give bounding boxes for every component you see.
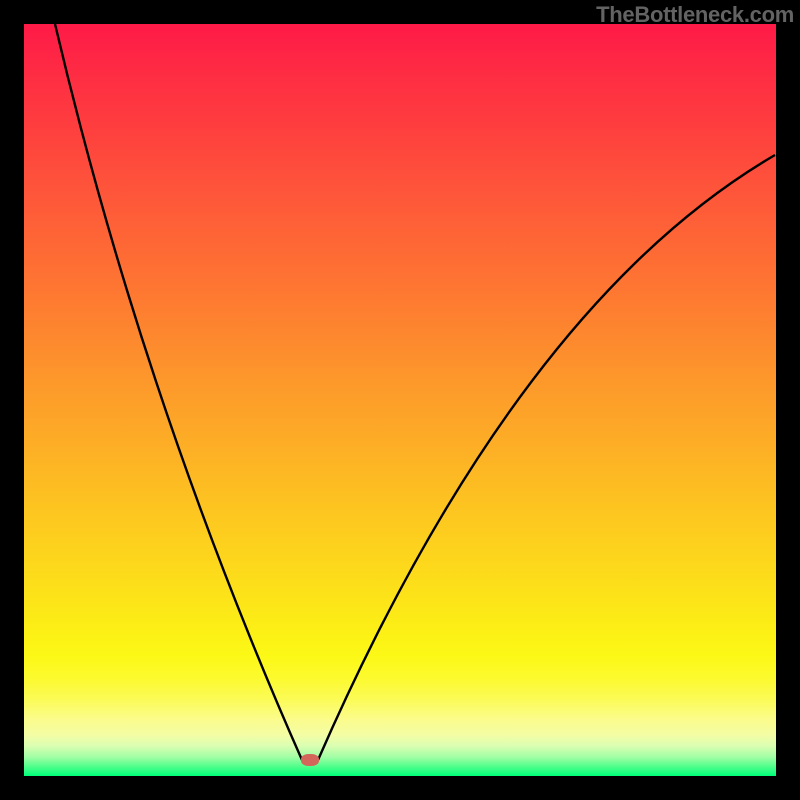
watermark-text: TheBottleneck.com [596,2,794,28]
min-marker [301,754,319,766]
curve-left-branch [55,24,302,760]
curve-right-branch [318,155,775,760]
chart-container: TheBottleneck.com [0,0,800,800]
bottleneck-curve [0,0,800,800]
